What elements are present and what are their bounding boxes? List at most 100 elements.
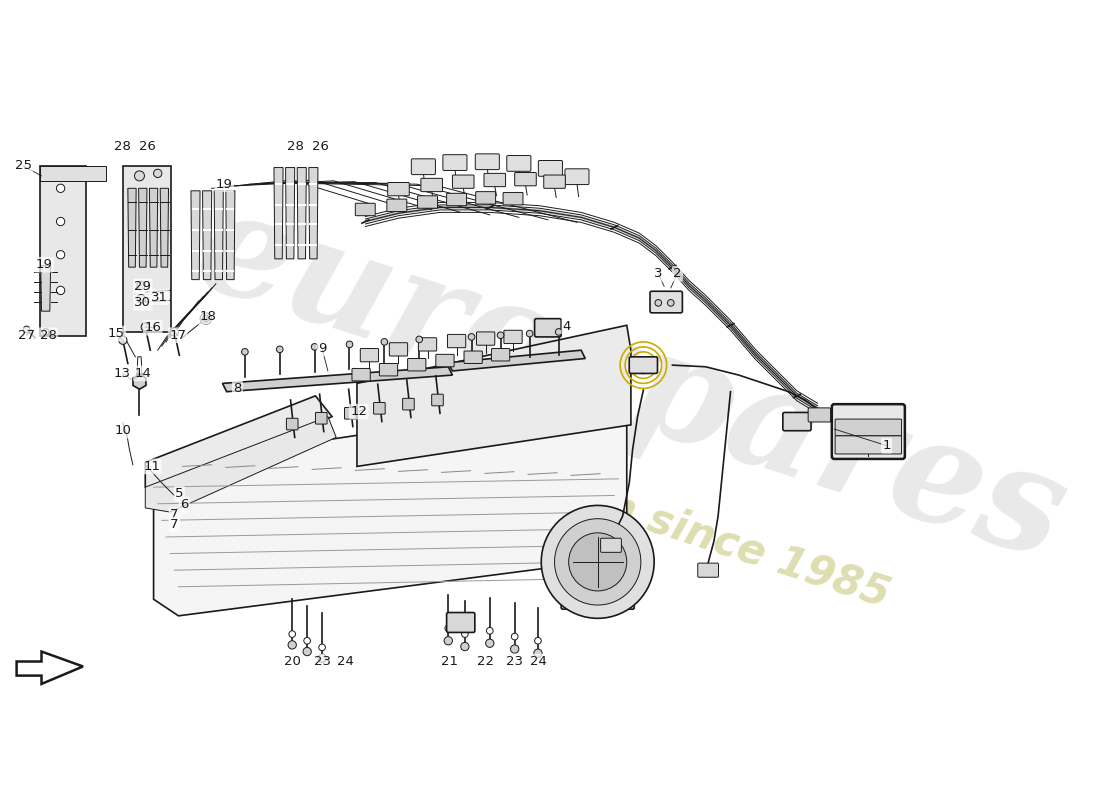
FancyBboxPatch shape	[535, 318, 561, 337]
FancyBboxPatch shape	[411, 159, 436, 174]
Circle shape	[134, 171, 144, 181]
FancyBboxPatch shape	[286, 418, 298, 430]
FancyBboxPatch shape	[507, 155, 531, 171]
Polygon shape	[222, 366, 452, 392]
Text: 9: 9	[318, 342, 327, 355]
Circle shape	[202, 315, 209, 322]
Circle shape	[288, 641, 296, 649]
Circle shape	[462, 630, 469, 638]
Text: 10: 10	[114, 424, 131, 438]
FancyBboxPatch shape	[503, 193, 522, 205]
Circle shape	[141, 322, 150, 331]
Polygon shape	[297, 167, 306, 259]
FancyBboxPatch shape	[387, 199, 407, 211]
Circle shape	[556, 329, 562, 335]
FancyBboxPatch shape	[352, 369, 371, 381]
Circle shape	[276, 346, 283, 353]
Text: 23: 23	[314, 655, 331, 668]
Polygon shape	[286, 167, 295, 259]
Polygon shape	[191, 191, 200, 280]
Text: 31: 31	[151, 290, 168, 303]
Circle shape	[668, 299, 674, 306]
FancyBboxPatch shape	[403, 398, 415, 410]
Circle shape	[461, 642, 469, 650]
FancyBboxPatch shape	[808, 408, 830, 422]
Text: 27: 27	[18, 329, 35, 342]
FancyBboxPatch shape	[561, 564, 635, 609]
FancyBboxPatch shape	[316, 413, 327, 424]
Text: 20: 20	[284, 655, 300, 668]
Polygon shape	[309, 167, 318, 259]
Text: 16: 16	[144, 322, 162, 334]
Text: 17: 17	[169, 329, 186, 342]
Circle shape	[654, 299, 661, 306]
Text: 5: 5	[175, 487, 184, 500]
Circle shape	[154, 170, 162, 178]
FancyBboxPatch shape	[601, 538, 621, 552]
Polygon shape	[133, 374, 146, 390]
FancyBboxPatch shape	[464, 351, 482, 363]
Polygon shape	[40, 166, 86, 336]
Circle shape	[170, 328, 178, 336]
Circle shape	[346, 341, 353, 348]
FancyBboxPatch shape	[387, 182, 409, 196]
FancyBboxPatch shape	[361, 349, 378, 362]
FancyBboxPatch shape	[431, 394, 443, 406]
Circle shape	[381, 338, 387, 346]
Circle shape	[512, 634, 518, 640]
Circle shape	[289, 630, 296, 638]
Circle shape	[302, 647, 311, 656]
Polygon shape	[226, 191, 235, 280]
FancyBboxPatch shape	[443, 154, 468, 170]
Circle shape	[56, 218, 65, 226]
Text: eurospares: eurospares	[179, 177, 1082, 590]
Text: 7: 7	[170, 508, 178, 521]
Circle shape	[534, 649, 542, 658]
Polygon shape	[358, 326, 631, 466]
FancyBboxPatch shape	[355, 203, 375, 216]
Circle shape	[311, 343, 318, 350]
FancyBboxPatch shape	[832, 404, 905, 459]
FancyBboxPatch shape	[697, 563, 718, 578]
Polygon shape	[41, 266, 51, 311]
Circle shape	[23, 326, 30, 333]
FancyBboxPatch shape	[418, 196, 438, 208]
Polygon shape	[214, 191, 223, 280]
Circle shape	[497, 332, 504, 338]
FancyBboxPatch shape	[448, 334, 465, 348]
Text: 11: 11	[143, 460, 161, 473]
Circle shape	[304, 638, 310, 644]
Polygon shape	[150, 188, 157, 267]
Polygon shape	[449, 350, 585, 371]
Circle shape	[485, 639, 494, 647]
Circle shape	[541, 506, 654, 618]
FancyBboxPatch shape	[418, 338, 437, 351]
FancyBboxPatch shape	[504, 330, 522, 343]
Text: 25: 25	[14, 159, 32, 172]
FancyBboxPatch shape	[344, 407, 356, 419]
FancyBboxPatch shape	[452, 175, 474, 188]
FancyBboxPatch shape	[492, 349, 509, 361]
FancyBboxPatch shape	[408, 358, 426, 371]
FancyBboxPatch shape	[835, 436, 902, 454]
FancyBboxPatch shape	[538, 161, 562, 176]
Polygon shape	[202, 191, 211, 280]
Circle shape	[469, 334, 475, 340]
Text: 21: 21	[441, 655, 459, 668]
FancyBboxPatch shape	[650, 291, 682, 313]
FancyBboxPatch shape	[447, 613, 475, 633]
Polygon shape	[139, 188, 147, 267]
Text: 8: 8	[233, 382, 242, 395]
FancyBboxPatch shape	[543, 175, 565, 188]
Circle shape	[416, 336, 422, 342]
FancyBboxPatch shape	[374, 402, 385, 414]
Text: 26: 26	[140, 140, 156, 154]
Text: 28: 28	[114, 140, 131, 154]
Circle shape	[554, 518, 641, 605]
FancyBboxPatch shape	[835, 419, 902, 436]
Text: 12: 12	[350, 405, 367, 418]
FancyBboxPatch shape	[379, 363, 397, 376]
FancyBboxPatch shape	[629, 357, 658, 374]
FancyBboxPatch shape	[475, 192, 496, 204]
Text: 3: 3	[654, 267, 662, 280]
